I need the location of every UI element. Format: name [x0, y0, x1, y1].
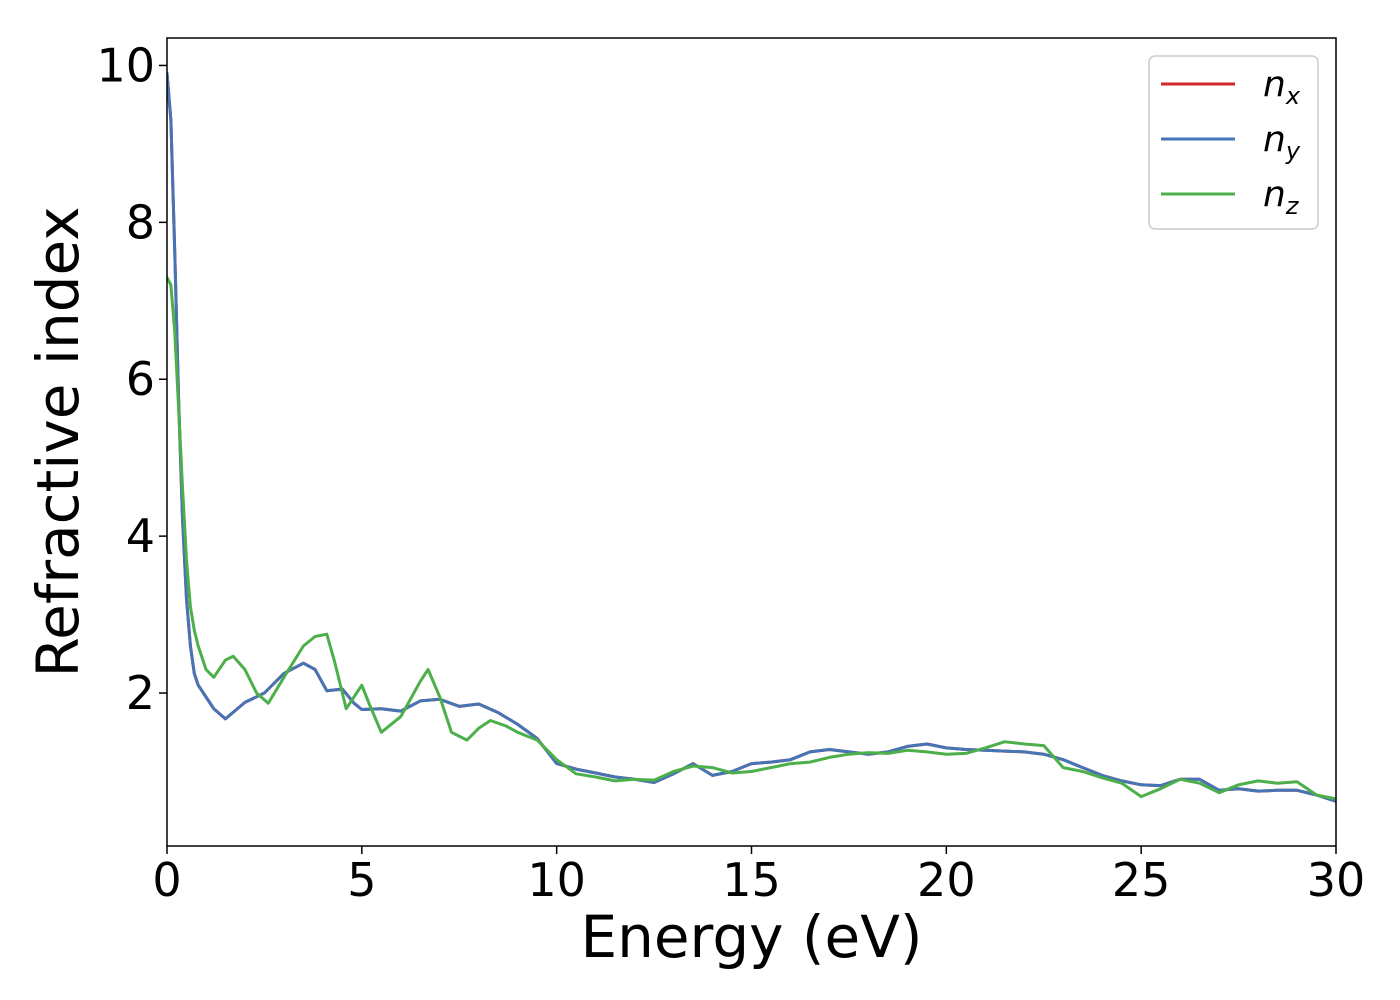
legend-label-y: ny	[1263, 119, 1301, 165]
legend-label-subscript: x	[1285, 82, 1301, 110]
legend-label-base: n	[1263, 119, 1286, 160]
x-tick-label: 20	[917, 853, 976, 907]
x-tick-label: 30	[1307, 853, 1366, 907]
y-tick-label: 10	[96, 38, 155, 92]
x-axis-ticks: 0 5 10 15 20 25 30	[152, 846, 1365, 907]
legend-label-subscript: z	[1285, 192, 1300, 220]
x-tick-label: 10	[527, 853, 586, 907]
x-tick-label: 15	[722, 853, 781, 907]
legend-box	[1148, 55, 1319, 230]
x-tick-label: 0	[152, 853, 181, 907]
x-axis-label: Energy (eV)	[580, 903, 922, 971]
legend-label-base: n	[1263, 174, 1286, 215]
y-tick-label: 2	[126, 666, 155, 720]
x-tick-label: 5	[347, 853, 376, 907]
legend-label-subscript: y	[1285, 137, 1301, 165]
y-tick-label: 4	[126, 509, 155, 563]
y-tick-label: 8	[126, 195, 155, 249]
y-axis-ticks: 2 4 6 8 10	[96, 38, 167, 720]
series-line-y	[167, 71, 1336, 803]
legend-label-x: nx	[1263, 64, 1301, 110]
y-tick-label: 6	[126, 352, 155, 406]
x-tick-label: 25	[1112, 853, 1171, 907]
plot-lines	[167, 71, 1336, 803]
series-line-z	[167, 275, 1336, 801]
y-axis-label: Refractive index	[24, 206, 92, 677]
legend-label-z: nz	[1263, 174, 1300, 220]
legend-label-base: n	[1263, 64, 1286, 105]
